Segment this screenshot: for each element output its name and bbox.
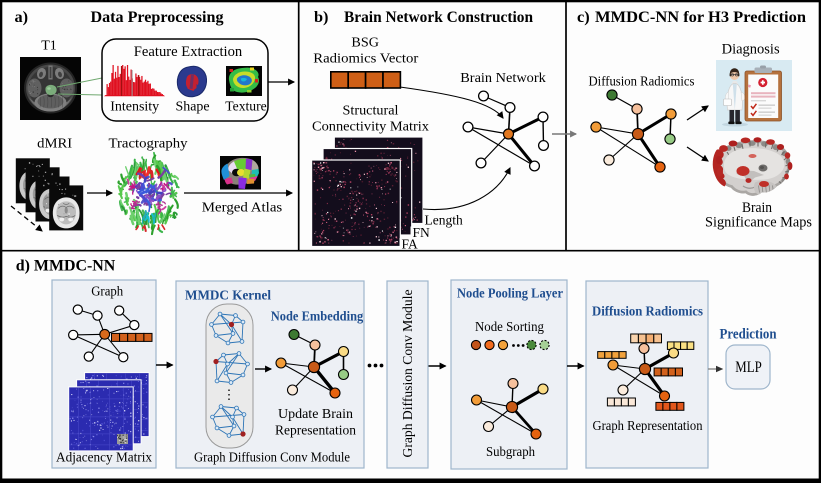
svg-text:Brain Network: Brain Network xyxy=(460,71,546,86)
svg-text:Connectivity Matrix: Connectivity Matrix xyxy=(312,120,429,135)
svg-text:Adjacency Matrix: Adjacency Matrix xyxy=(56,450,152,465)
svg-text:Shape: Shape xyxy=(176,100,210,115)
svg-text:Diffusion Radiomics: Diffusion Radiomics xyxy=(589,75,695,90)
svg-text:Diagnosis: Diagnosis xyxy=(722,42,780,58)
svg-text:Node Sorting: Node Sorting xyxy=(475,319,544,334)
svg-text:Merged Atlas: Merged Atlas xyxy=(202,201,283,216)
svg-text:Graph: Graph xyxy=(91,284,123,299)
svg-text:Significance Maps: Significance Maps xyxy=(705,215,812,231)
svg-text:FA: FA xyxy=(402,237,419,252)
svg-text:Node Embedding: Node Embedding xyxy=(271,310,364,325)
svg-text:T1: T1 xyxy=(41,39,57,54)
svg-text:Length: Length xyxy=(425,213,463,228)
svg-text:a): a) xyxy=(15,7,29,26)
svg-text:MMDC-NN for H3 Prediction: MMDC-NN for H3 Prediction xyxy=(595,9,806,26)
svg-text:Representation: Representation xyxy=(275,423,356,438)
svg-text:Data Preprocessing: Data Preprocessing xyxy=(91,7,224,26)
svg-text:Graph Diffusion Conv Module: Graph Diffusion Conv Module xyxy=(400,289,415,457)
svg-text:⋮: ⋮ xyxy=(223,387,236,402)
svg-text:Tractography: Tractography xyxy=(109,137,188,152)
svg-text:MMDC Kernel: MMDC Kernel xyxy=(185,289,271,304)
svg-text:BSG: BSG xyxy=(351,36,379,51)
svg-text:Update Brain: Update Brain xyxy=(278,406,353,421)
svg-text:Node Pooling Layer: Node Pooling Layer xyxy=(457,286,563,301)
svg-text:Brain: Brain xyxy=(742,200,773,216)
svg-text:FN: FN xyxy=(413,225,431,240)
svg-text:c): c) xyxy=(577,7,590,26)
svg-text:Radiomics Vector: Radiomics Vector xyxy=(313,52,418,67)
svg-text:Graph Diffusion Conv Module: Graph Diffusion Conv Module xyxy=(194,450,350,465)
svg-text:Diffusion Radiomics: Diffusion Radiomics xyxy=(592,304,704,319)
svg-text:Texture: Texture xyxy=(225,100,267,115)
svg-text:Graph Representation: Graph Representation xyxy=(593,418,703,433)
svg-text:d) MMDC-NN: d) MMDC-NN xyxy=(16,257,116,274)
svg-text:Subgraph: Subgraph xyxy=(486,444,535,459)
svg-text:MLP: MLP xyxy=(735,359,762,376)
svg-text:dMRI: dMRI xyxy=(37,137,72,152)
svg-text:Structural: Structural xyxy=(343,104,399,119)
svg-text:Brain Network Construction: Brain Network Construction xyxy=(344,9,533,26)
svg-text:b): b) xyxy=(314,7,328,26)
svg-text:Feature Extraction: Feature Extraction xyxy=(134,44,243,60)
svg-text:Intensity: Intensity xyxy=(110,100,159,115)
svg-text:Prediction: Prediction xyxy=(720,327,777,343)
